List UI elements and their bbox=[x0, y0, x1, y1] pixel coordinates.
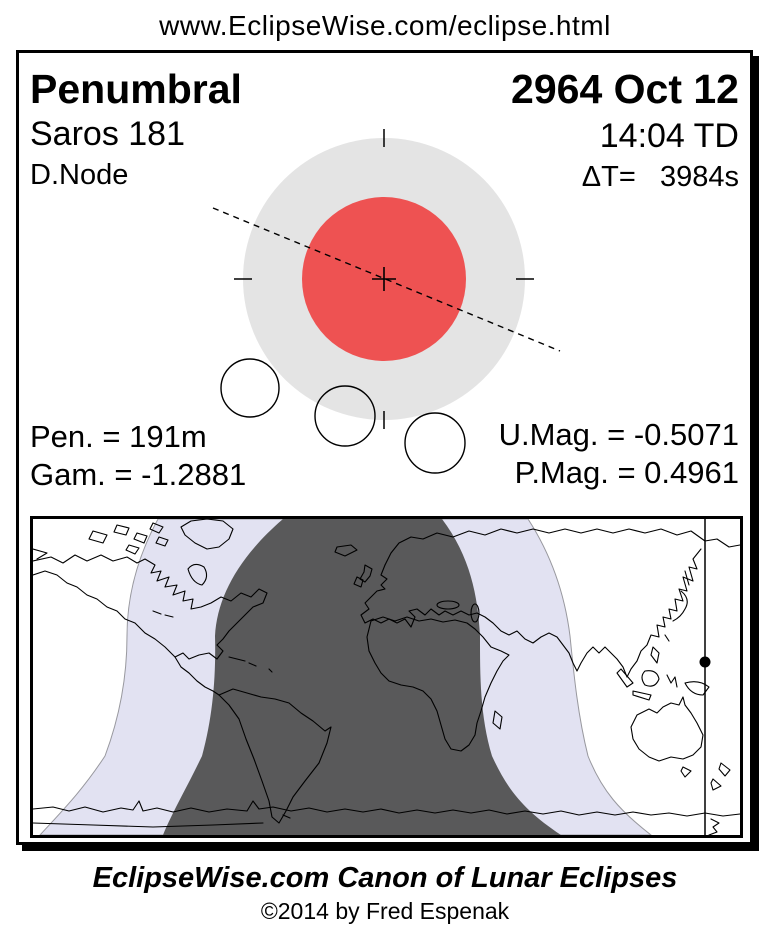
eclipse-frame: Penumbral Saros 181 D.Node 2964 Oct 12 1… bbox=[16, 50, 753, 845]
time-label: 14:04 TD bbox=[599, 117, 739, 155]
delta-t-label: ΔT= 3984s bbox=[581, 161, 739, 193]
copyright: ©2014 by Fred Espenak bbox=[260, 898, 510, 924]
moon-position-circle bbox=[404, 412, 466, 474]
date-label: 2964 Oct 12 bbox=[511, 66, 739, 112]
eclipse-type-label: Penumbral bbox=[30, 66, 242, 112]
moon-position-circle bbox=[220, 358, 280, 418]
map-dark-region bbox=[163, 519, 561, 835]
penumbral-mag-label: P.Mag. = 0.4961 bbox=[514, 455, 739, 490]
canon-title: EclipseWise.com Canon of Lunar Eclipses bbox=[92, 862, 678, 894]
moon-contact-positions bbox=[220, 358, 466, 474]
visibility-map-svg bbox=[32, 518, 741, 836]
saros-label: Saros 181 bbox=[30, 115, 185, 153]
moon-position-circle bbox=[314, 385, 376, 447]
moon-path-line bbox=[212, 207, 561, 352]
gamma-label: Gam. = -1.2881 bbox=[30, 457, 247, 492]
sublunar-point-dot bbox=[699, 656, 711, 668]
pen-duration-label: Pen. = 191m bbox=[30, 419, 207, 454]
cardinal-ticks bbox=[234, 129, 534, 429]
url-title: www.EclipseWise.com/eclipse.html bbox=[159, 10, 611, 41]
shadow-center-cross bbox=[372, 267, 396, 291]
shadow-diagram bbox=[212, 129, 561, 474]
coastlines bbox=[32, 518, 741, 836]
visibility-map bbox=[30, 516, 743, 838]
umbral-mag-label: U.Mag. = -0.5071 bbox=[498, 417, 739, 452]
node-label: D.Node bbox=[30, 159, 129, 191]
